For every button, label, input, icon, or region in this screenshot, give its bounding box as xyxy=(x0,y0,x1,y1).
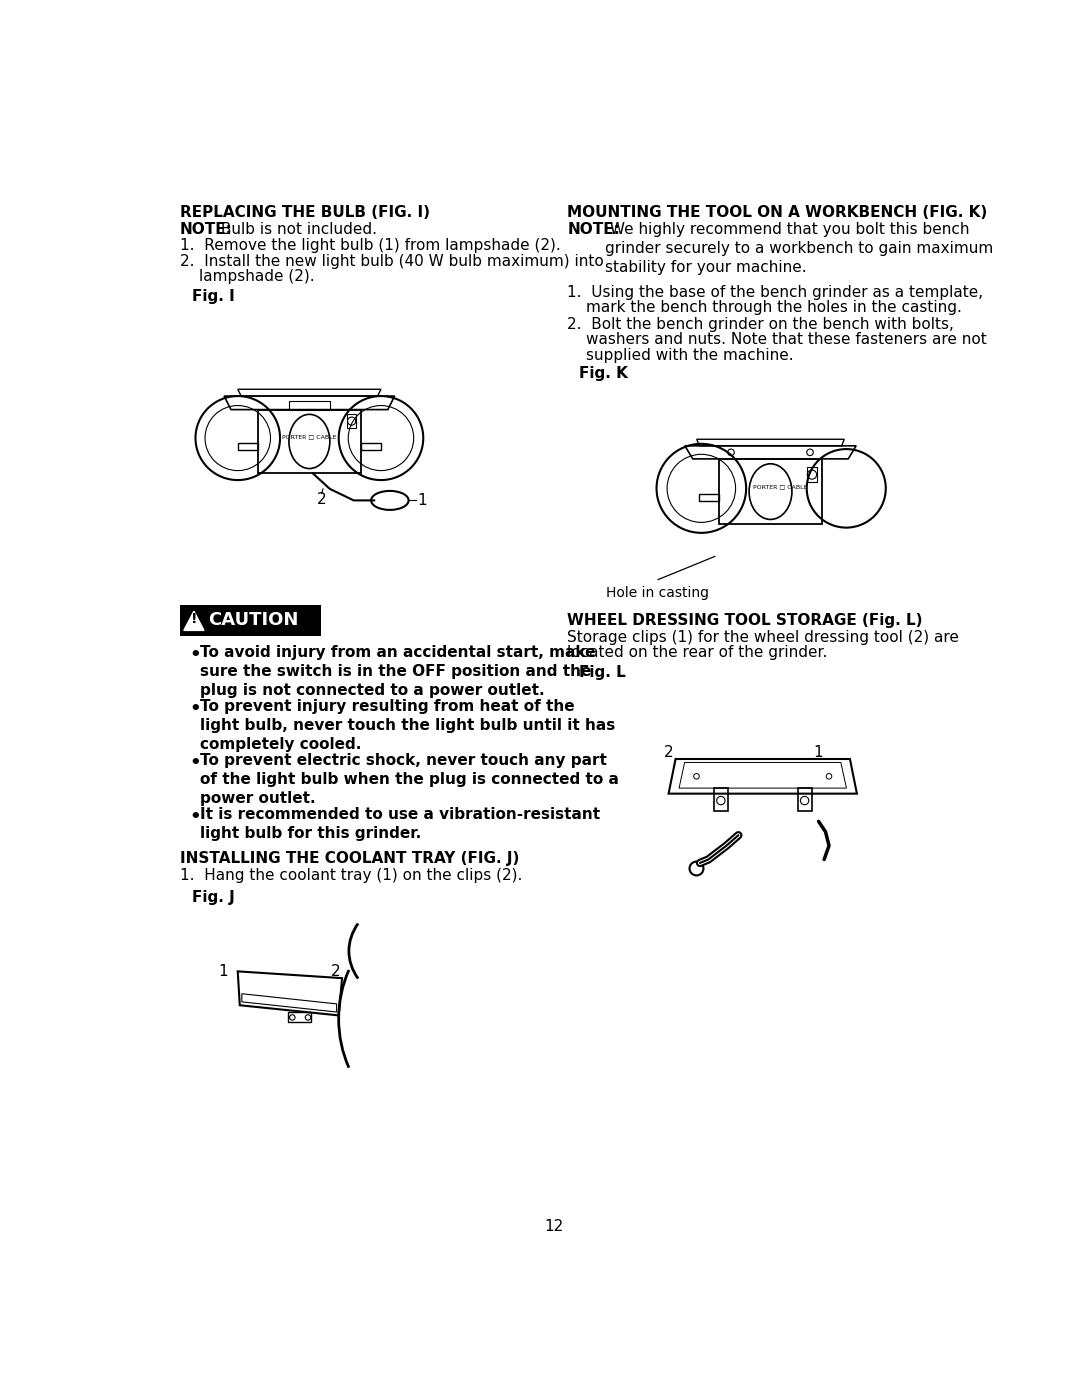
Text: MOUNTING THE TOOL ON A WORKBENCH (FIG. K): MOUNTING THE TOOL ON A WORKBENCH (FIG. K… xyxy=(567,204,988,219)
Text: To prevent injury resulting from heat of the
light bulb, never touch the light b: To prevent injury resulting from heat of… xyxy=(200,698,616,753)
Text: INSTALLING THE COOLANT TRAY (FIG. J): INSTALLING THE COOLANT TRAY (FIG. J) xyxy=(180,851,519,866)
Text: 1.  Using the base of the bench grinder as a template,: 1. Using the base of the bench grinder a… xyxy=(567,285,984,300)
Text: To avoid injury from an accidental start, make
sure the switch is in the OFF pos: To avoid injury from an accidental start… xyxy=(200,645,595,698)
Text: 1: 1 xyxy=(417,493,427,509)
Text: •: • xyxy=(189,645,201,664)
Text: We highly recommend that you bolt this bench
grinder securely to a workbench to : We highly recommend that you bolt this b… xyxy=(605,222,993,275)
Text: Fig. K: Fig. K xyxy=(579,366,627,381)
Text: Fig. I: Fig. I xyxy=(191,289,234,305)
Text: 1.  Hang the coolant tray (1) on the clips (2).: 1. Hang the coolant tray (1) on the clip… xyxy=(180,869,523,883)
Text: PORTER □ CABLE: PORTER □ CABLE xyxy=(753,485,808,489)
Text: located on the rear of the grinder.: located on the rear of the grinder. xyxy=(567,645,828,659)
Text: !: ! xyxy=(191,612,198,626)
Bar xyxy=(180,605,321,636)
Text: 12: 12 xyxy=(544,1220,563,1234)
Text: washers and nuts. Note that these fasteners are not: washers and nuts. Note that these fasten… xyxy=(586,332,987,348)
Text: •: • xyxy=(189,753,201,771)
Text: REPLACING THE BULB (FIG. I): REPLACING THE BULB (FIG. I) xyxy=(180,204,430,219)
Text: •: • xyxy=(189,700,201,718)
Text: 1.  Remove the light bulb (1) from lampshade (2).: 1. Remove the light bulb (1) from lampsh… xyxy=(180,239,561,253)
Text: 2: 2 xyxy=(664,745,674,760)
Text: 2: 2 xyxy=(316,492,326,507)
Text: NOTE:: NOTE: xyxy=(567,222,620,236)
Text: 2: 2 xyxy=(330,964,340,979)
Polygon shape xyxy=(184,610,204,630)
Text: CAUTION: CAUTION xyxy=(207,610,298,629)
Text: PORTER □ CABLE: PORTER □ CABLE xyxy=(282,434,337,439)
Bar xyxy=(807,468,818,482)
Text: •: • xyxy=(189,807,201,826)
Text: lampshade (2).: lampshade (2). xyxy=(199,270,314,284)
Text: supplied with the machine.: supplied with the machine. xyxy=(586,348,794,363)
Text: 1: 1 xyxy=(813,745,823,760)
Bar xyxy=(289,401,329,409)
Text: Hole in casting: Hole in casting xyxy=(606,585,710,599)
Text: To prevent electric shock, never touch any part
of the light bulb when the plug : To prevent electric shock, never touch a… xyxy=(200,753,619,806)
Text: 2.  Bolt the bench grinder on the bench with bolts,: 2. Bolt the bench grinder on the bench w… xyxy=(567,317,955,332)
Text: It is recommended to use a vibration-resistant
light bulb for this grinder.: It is recommended to use a vibration-res… xyxy=(200,806,600,841)
Text: mark the bench through the holes in the casting.: mark the bench through the holes in the … xyxy=(586,300,962,316)
Text: WHEEL DRESSING TOOL STORAGE (Fig. L): WHEEL DRESSING TOOL STORAGE (Fig. L) xyxy=(567,613,923,627)
Text: 2.  Install the new light bulb (40 W bulb maximum) into: 2. Install the new light bulb (40 W bulb… xyxy=(180,254,604,268)
Text: Fig. L: Fig. L xyxy=(579,665,625,680)
Bar xyxy=(347,415,356,427)
Text: NOTE:: NOTE: xyxy=(180,222,233,236)
Text: Bulb is not included.: Bulb is not included. xyxy=(216,222,377,236)
Text: Storage clips (1) for the wheel dressing tool (2) are: Storage clips (1) for the wheel dressing… xyxy=(567,630,959,644)
Text: 1: 1 xyxy=(218,964,228,979)
Bar xyxy=(287,1011,311,1023)
Text: Fig. J: Fig. J xyxy=(191,890,234,905)
